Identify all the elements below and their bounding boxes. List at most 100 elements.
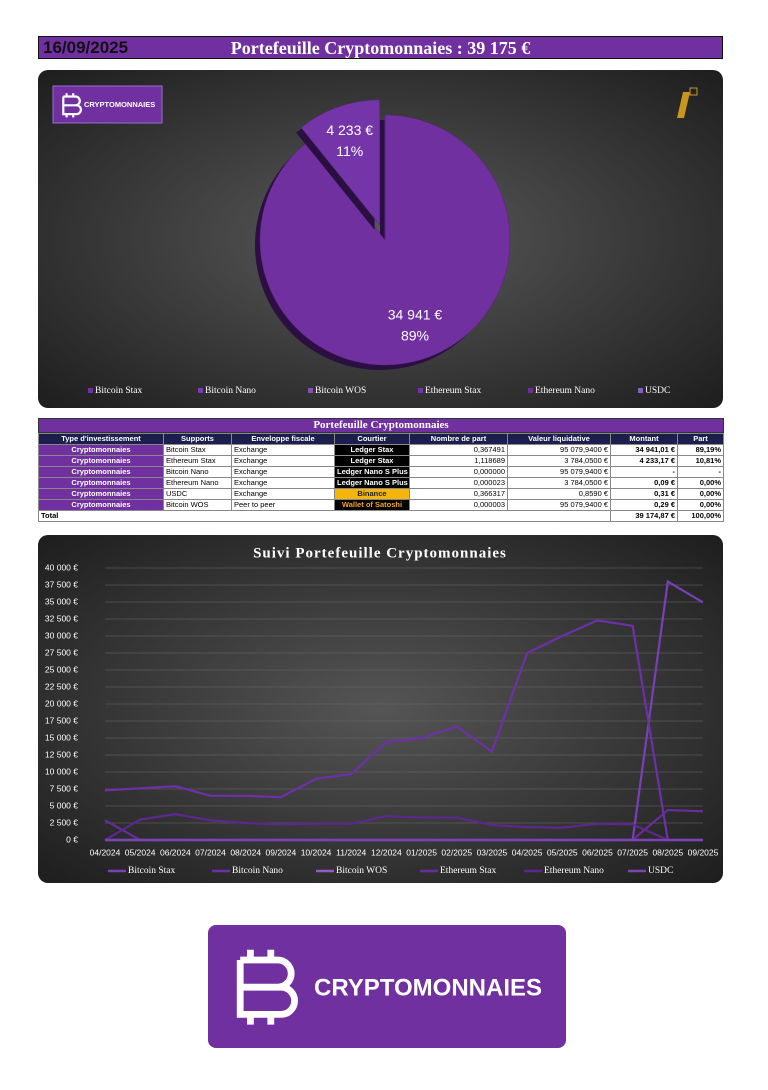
header-title: Portefeuille Cryptomonnaies : 39 175 € bbox=[230, 38, 531, 58]
table-cell: Exchange bbox=[231, 466, 335, 478]
table-cell: 89,19% bbox=[677, 444, 724, 456]
table-cell: Bitcoin WOS bbox=[163, 499, 232, 511]
table-cell: 0,367491 bbox=[409, 444, 508, 456]
legend-label: Ethereum Nano bbox=[544, 866, 604, 876]
table-cell: 3 784,0500 € bbox=[507, 477, 611, 489]
table-cell: Cryptomonnaies bbox=[38, 455, 164, 467]
percent-label: 89% bbox=[401, 328, 429, 344]
table-cell: 0,000003 bbox=[409, 499, 508, 511]
legend-label: USDC bbox=[645, 386, 670, 396]
x-tick-label: 07/2024 bbox=[195, 847, 226, 857]
table-cell: Peer to peer bbox=[231, 499, 335, 511]
y-tick-label: 0 € bbox=[66, 834, 78, 844]
x-tick-label: 04/2025 bbox=[512, 847, 543, 857]
percent-label: 11% bbox=[336, 143, 363, 159]
table-cell: Ledger Stax bbox=[334, 444, 410, 456]
data-label: 34 941 € bbox=[388, 307, 443, 323]
legend-label: Bitcoin WOS bbox=[336, 866, 387, 876]
table-cell: Ledger Stax bbox=[334, 455, 410, 467]
legend-label: Bitcoin Nano bbox=[232, 866, 283, 876]
table-cell: Cryptomonnaies bbox=[38, 477, 164, 489]
legend-swatch bbox=[88, 388, 93, 393]
legend-label: Bitcoin WOS bbox=[315, 386, 366, 396]
table-row: Cryptomonnaies Ethereum Nano Exchange Ledge… bbox=[38, 477, 724, 489]
table-cell: 1,118689 bbox=[409, 455, 508, 467]
y-tick-label: 12 500 € bbox=[45, 749, 78, 759]
table-total: Total 39 174,87 € 100,00% bbox=[38, 510, 724, 522]
footer-logo: CRYPTOMONNAIES bbox=[208, 925, 566, 1048]
x-tick-label: 04/2024 bbox=[90, 847, 121, 857]
table: Portefeuille Cryptomonnaies Type d'inves… bbox=[38, 418, 724, 522]
column-header: Montant bbox=[610, 433, 678, 445]
line-chart: Suivi Portefeuille Cryptomonnaies 0 € 2 5… bbox=[38, 535, 723, 883]
table-cell: Wallet of Satoshi bbox=[334, 499, 410, 511]
y-tick-label: 32 500 € bbox=[45, 613, 78, 623]
x-tick-label: 01/2025 bbox=[406, 847, 437, 857]
x-tick-label: 09/2025 bbox=[688, 847, 719, 857]
y-tick-label: 22 500 € bbox=[45, 681, 78, 691]
table-row: Cryptomonnaies USDC Exchange Binance 0,36631… bbox=[38, 488, 724, 500]
table-cell: Cryptomonnaies bbox=[38, 466, 164, 478]
y-tick-label: 27 500 € bbox=[45, 647, 78, 657]
legend-swatch bbox=[638, 388, 643, 393]
chart-title: Suivi Portefeuille Cryptomonnaies bbox=[253, 545, 507, 561]
y-tick-label: 5 000 € bbox=[50, 800, 79, 810]
y-tick-label: 40 000 € bbox=[45, 562, 78, 572]
x-tick-label: 03/2025 bbox=[477, 847, 508, 857]
pie-slice bbox=[259, 114, 511, 366]
legend-swatch bbox=[198, 388, 203, 393]
table-row: Cryptomonnaies Bitcoin WOS Peer to peer Wal… bbox=[38, 499, 724, 511]
brand-mark bbox=[677, 87, 698, 118]
table-cell: 10,81% bbox=[677, 455, 724, 467]
table-cell: Ethereum Nano bbox=[163, 477, 232, 489]
column-header: Supports bbox=[163, 433, 232, 445]
table-cell: Binance bbox=[334, 488, 410, 500]
table-cell: Ledger Nano S Plus bbox=[334, 466, 410, 478]
legend-label: Bitcoin Nano bbox=[205, 386, 256, 396]
y-tick-label: 25 000 € bbox=[45, 664, 78, 674]
x-tick-label: 02/2025 bbox=[441, 847, 472, 857]
pie-chart: CRYPTOMONNAIES 34 941 € 89% 4 233 € 11% Bitc… bbox=[38, 70, 723, 408]
table-row: Cryptomonnaies Ethereum Stax Exchange Ledge… bbox=[38, 455, 724, 467]
y-tick-label: 35 000 € bbox=[45, 596, 78, 606]
y-tick-label: 17 500 € bbox=[45, 715, 78, 725]
table-cell: USDC bbox=[163, 488, 232, 500]
table-cell: 4 233,17 € bbox=[610, 455, 678, 467]
y-tick-label: 10 000 € bbox=[45, 766, 78, 776]
table-cell: Bitcoin Nano bbox=[163, 466, 232, 478]
table-cell: 0,00% bbox=[677, 499, 724, 511]
column-header: Courtier bbox=[334, 433, 410, 445]
table-cell: 95 079,9400 € bbox=[507, 466, 611, 478]
legend-swatch bbox=[308, 388, 313, 393]
legend-label: Ethereum Nano bbox=[535, 386, 595, 396]
table-cell: - bbox=[677, 466, 724, 478]
table-cell: 0,000023 bbox=[409, 477, 508, 489]
legend-label: Ethereum Stax bbox=[440, 866, 496, 876]
x-tick-label: 08/2025 bbox=[652, 847, 683, 857]
total-label: Total bbox=[38, 510, 611, 522]
y-tick-label: 15 000 € bbox=[45, 732, 78, 742]
table-body: Cryptomonnaies Bitcoin Stax Exchange Ledger… bbox=[38, 444, 724, 511]
table-cell: Ledger Nano S Plus bbox=[334, 477, 410, 489]
table-cell: Cryptomonnaies bbox=[38, 488, 164, 500]
table-title: Portefeuille Cryptomonnaies bbox=[38, 418, 724, 433]
table-cell: Ethereum Stax bbox=[163, 455, 232, 467]
logo-text: CRYPTOMONNAIES bbox=[314, 974, 542, 1001]
y-tick-label: 7 500 € bbox=[50, 783, 79, 793]
table-cell: 0,09 € bbox=[610, 477, 678, 489]
x-tick-label: 05/2025 bbox=[547, 847, 578, 857]
table-cell: 0,00% bbox=[677, 477, 724, 489]
logo-icon bbox=[236, 949, 298, 1025]
x-tick-label: 06/2024 bbox=[160, 847, 191, 857]
pie-slice bbox=[300, 99, 380, 226]
x-tick-label: 12/2024 bbox=[371, 847, 402, 857]
column-header: Enveloppe fiscale bbox=[231, 433, 335, 445]
y-tick-label: 2 500 € bbox=[50, 817, 79, 827]
table-cell: Exchange bbox=[231, 455, 335, 467]
portfolio-table: Portefeuille Cryptomonnaies Type d'inves… bbox=[38, 418, 724, 522]
legend-label: Bitcoin Stax bbox=[128, 866, 175, 876]
legend-swatch bbox=[528, 388, 533, 393]
x-tick-label: 06/2025 bbox=[582, 847, 613, 857]
legend-label: Ethereum Stax bbox=[425, 386, 481, 396]
